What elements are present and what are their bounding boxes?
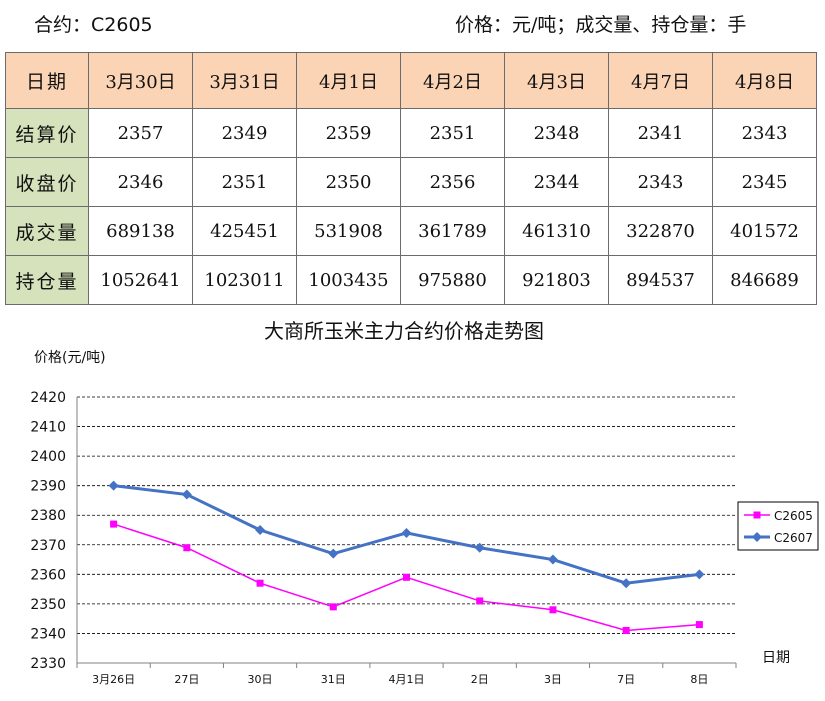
date-header: 4月7日	[608, 52, 713, 109]
table-cell: 425451	[192, 206, 297, 256]
table-cell: 2349	[192, 108, 297, 158]
row-label-open-interest: 持仓量	[5, 255, 89, 305]
data-point-c2607	[694, 569, 705, 580]
table-cell: 2357	[88, 108, 193, 158]
y-tick-label: 2400	[30, 449, 66, 465]
table-cell: 2346	[88, 157, 193, 207]
table-cell: 689138	[88, 206, 193, 256]
table-cell: 322870	[608, 206, 713, 256]
table-cell: 2343	[712, 108, 817, 158]
table-cell: 2350	[296, 157, 401, 207]
x-tick-label: 4月1日	[389, 673, 425, 686]
units-label: 价格：元/吨；成交量、持仓量：手	[455, 14, 747, 36]
table-cell: 846689	[712, 255, 817, 305]
data-point-c2605	[476, 597, 484, 605]
date-header: 4月8日	[712, 52, 817, 109]
y-tick-label: 2370	[30, 538, 66, 554]
date-header: 3月31日	[192, 52, 297, 109]
table-cell: 975880	[400, 255, 505, 305]
y-tick-label: 2330	[30, 656, 66, 672]
x-tick-label: 27日	[174, 673, 199, 686]
table-cell: 531908	[296, 206, 401, 256]
table-cell: 2344	[504, 157, 609, 207]
date-header: 4月1日	[296, 52, 401, 109]
table-cell: 2351	[400, 108, 505, 158]
x-tick-label: 8日	[690, 673, 708, 686]
x-tick-label: 3日	[544, 673, 562, 686]
table-cell: 1052641	[88, 255, 193, 305]
x-tick-label: 2日	[471, 673, 489, 686]
table-cell: 2345	[712, 157, 817, 207]
legend-marker-c2607	[752, 532, 762, 542]
data-point-c2605	[110, 520, 118, 528]
data-point-c2607	[621, 578, 632, 589]
table-cell: 1003435	[296, 255, 401, 305]
y-tick-label: 2420	[30, 390, 66, 406]
table-cell: 921803	[504, 255, 609, 305]
data-point-c2607	[474, 542, 485, 553]
y-tick-label: 2380	[30, 508, 66, 524]
table-cell: 461310	[504, 206, 609, 256]
row-label-settlement: 结算价	[5, 108, 89, 158]
data-point-c2607	[181, 489, 192, 500]
row-label-close: 收盘价	[5, 157, 89, 207]
table-cell: 2341	[608, 108, 713, 158]
chart-title: 大商所玉米主力合约价格走势图	[264, 319, 544, 343]
legend-label: C2605	[774, 509, 813, 523]
data-point-c2605	[403, 573, 410, 581]
date-header: 4月3日	[504, 52, 609, 109]
data-point-c2605	[549, 606, 557, 614]
table-cell: 2348	[504, 108, 609, 158]
legend-box	[737, 501, 819, 551]
table-row: 收盘价 2346 2351 2350 2356 2344 2343 2345	[5, 157, 817, 207]
x-tick-label: 7日	[617, 673, 635, 686]
table-cell: 2359	[296, 108, 401, 158]
table-cell: 2343	[608, 157, 713, 207]
y-tick-label: 2390	[30, 479, 66, 495]
x-tick-label: 30日	[248, 673, 273, 686]
y-axis-label: 价格(元/吨)	[34, 350, 106, 366]
x-tick-label: 31日	[321, 673, 346, 686]
legend-label: C2607	[774, 531, 813, 545]
table-header-row: 日期 3月30日 3月31日 4月1日 4月2日 4月3日 4月7日 4月8日	[5, 52, 817, 109]
table-cell: 361789	[400, 206, 505, 256]
y-tick-label: 2360	[30, 567, 66, 583]
y-tick-label: 2340	[30, 626, 66, 642]
table-row: 结算价 2357 2349 2359 2351 2348 2341 2343	[5, 108, 817, 158]
x-axis-label: 日期	[762, 650, 790, 666]
legend-marker-c2605	[753, 511, 761, 519]
table-cell: 894537	[608, 255, 713, 305]
table-row: 持仓量 1052641 1023011 1003435 975880 92180…	[5, 255, 817, 305]
data-point-c2607	[547, 554, 558, 565]
table-cell: 2356	[400, 157, 505, 207]
data-point-c2605	[256, 579, 264, 587]
y-tick-label: 2350	[30, 597, 66, 613]
data-point-c2607	[255, 525, 266, 535]
data-point-c2607	[328, 548, 339, 559]
price-table: 日期 3月30日 3月31日 4月1日 4月2日 4月3日 4月7日 4月8日 …	[5, 52, 817, 305]
y-tick-label: 2410	[30, 420, 66, 436]
data-point-c2605	[695, 621, 703, 629]
x-tick-label: 3月26日	[92, 673, 135, 686]
row-label-volume: 成交量	[5, 206, 89, 256]
date-header: 3月30日	[88, 52, 193, 109]
table-cell: 401572	[712, 206, 817, 256]
table-corner-cell: 日期	[5, 52, 89, 109]
table-row: 成交量 689138 425451 531908 361789 461310 3…	[5, 206, 817, 256]
data-point-c2607	[108, 480, 119, 491]
table-cell: 2351	[192, 157, 297, 207]
data-point-c2605	[329, 603, 337, 611]
data-point-c2605	[183, 544, 191, 552]
data-point-c2605	[622, 626, 630, 634]
date-header: 4月2日	[400, 52, 505, 109]
contract-label: 合约：C2605	[34, 14, 153, 36]
table-cell: 1023011	[192, 255, 297, 305]
data-point-c2607	[401, 527, 412, 538]
